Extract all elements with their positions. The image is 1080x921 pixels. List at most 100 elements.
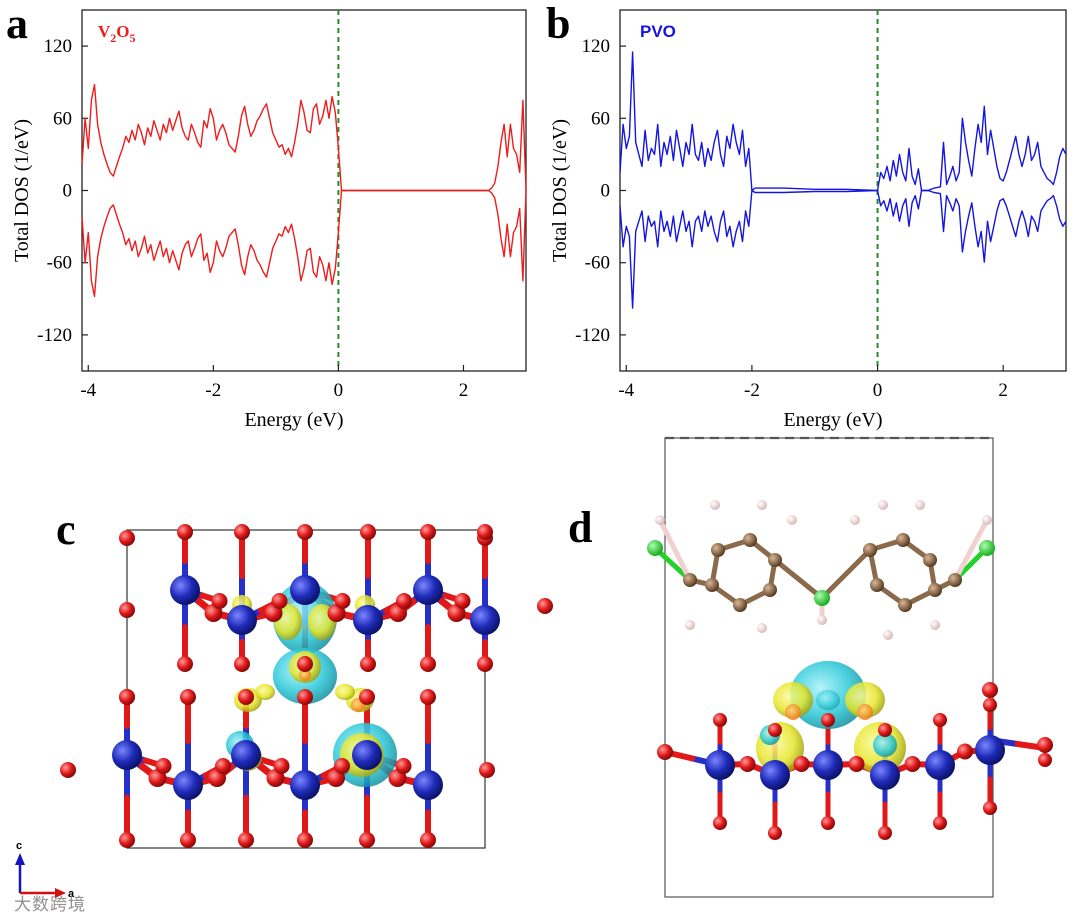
molecule-bond [772,557,825,601]
carbon-atom [928,583,942,597]
oxygen-atom [420,524,436,540]
oxygen-atom [479,762,495,778]
oxygen-atom [271,593,288,609]
x-tick-label: -4 [618,380,634,401]
x-tick-label: 0 [873,380,883,401]
isosurface-cyan [816,690,840,710]
x-axis-label: Energy (eV) [783,409,882,431]
nitrogen-atom [814,590,830,606]
oxygen-atom [477,656,493,672]
carbon-atom [863,543,877,557]
x-axis-label: Energy (eV) [244,409,343,431]
vanadium-atom [227,605,257,635]
oxygen-atom [454,593,471,609]
oxygen-atom [878,723,892,737]
oxygen-atom [297,524,313,540]
oxygen-atom [821,713,835,727]
oxygen-atom [396,593,412,609]
carbon-atom [923,553,937,567]
carbon-atom [898,598,912,612]
y-tick-label: 0 [63,181,73,202]
vanadium-atom [705,750,735,780]
oxygen-atom [477,524,493,540]
oxygen-atom [957,743,973,760]
hydrogen-atom [817,615,827,625]
oxygen-atom [360,656,376,672]
y-tick-label: 60 [591,108,610,129]
vanadium-atom [975,735,1005,765]
y-tick-label: -60 [585,253,610,274]
oxygen-atom [1037,737,1053,753]
oxygen-atom [119,602,135,618]
y-tick-label: -120 [575,325,610,346]
chart-pvo-dos: -4 -2 0 2 120 60 0 -60 -120 Energy (eV) Total DOS … [549,9,1067,431]
structure-v2o5-charge-density: c a [15,524,553,900]
hydrogen-atom [883,630,893,640]
oxygen-atom [211,593,228,609]
oxygen-atom [713,713,727,727]
panel-label-c: c [56,505,76,554]
oxygen-atom [904,756,921,772]
hydrogen-atom [655,515,665,525]
chart-title: PVO [640,22,676,41]
carbon-atom [743,533,757,547]
oxygen-atom [297,689,313,705]
x-tick-label: -2 [744,380,760,401]
oxygen-atom [768,723,782,737]
oxygen-atom [119,689,135,705]
y-tick-label: 120 [44,36,73,57]
dos-spin-down-line [81,189,527,298]
chlorine-atom [979,540,995,556]
oxygen-atom [420,832,436,848]
chart-title-part: 2 [110,31,116,45]
chlorine-atom [647,540,663,556]
oxygen-atom [215,758,231,774]
carbon-atom [768,553,782,567]
oxygen-atom [420,689,436,705]
vanadium-atom [470,605,500,635]
carbon-atom [711,543,725,557]
x-tick-label: 0 [334,380,344,401]
y-axis-label: Total DOS (1/eV) [549,119,571,262]
chart-title-part: O [116,22,129,41]
hydrogen-atom [930,620,940,630]
isosurface-yellow [335,684,355,700]
chart-title-part: V [98,22,111,41]
chart-v2o5-dos: -4 -2 0 2 120 60 0 -60 -120 Energy (eV) Total DOS … [11,9,527,431]
vanadium-atom [870,760,900,790]
oxygen-atom [739,756,756,772]
c-axis-label: c [16,840,22,852]
crystal-axis-indicator: c a [15,840,75,900]
molecule-bond [657,517,693,583]
isosurface-core [785,704,801,720]
c-axis-arrowhead [15,853,25,865]
vanadium-atom [760,760,790,790]
vanadium-atom [813,750,843,780]
isosurface-yellow [773,682,813,718]
hydrogen-atom [757,623,767,633]
y-axis-label: Total DOS (1/eV) [11,119,33,262]
vanadium-atom [353,605,383,635]
hydrogen-atom [850,515,860,525]
a-axis-label: a [68,888,75,900]
hydrogen-atom [685,620,695,630]
watermark: 大数跨境 [14,895,86,915]
oxygen-atom [982,682,998,698]
carbon-atom [948,573,962,587]
oxygen-atom [177,524,193,540]
oxygen-atom [657,744,673,760]
x-tick-label: 2 [459,380,469,401]
vanadium-atom [352,740,382,770]
oxygen-atom [238,689,254,705]
oxygen-atom [334,593,351,609]
x-tick-label: -2 [205,380,221,401]
vanadium-atom [290,575,320,605]
isosurface-core [857,704,873,720]
oxygen-atom [359,832,375,848]
oxygen-atom [177,656,193,672]
dos-spin-up-line [81,83,527,192]
oxygen-atom [180,689,196,705]
hydrogen-atom [787,515,797,525]
carbon-atom [683,573,697,587]
oxygen-atom [793,756,810,772]
